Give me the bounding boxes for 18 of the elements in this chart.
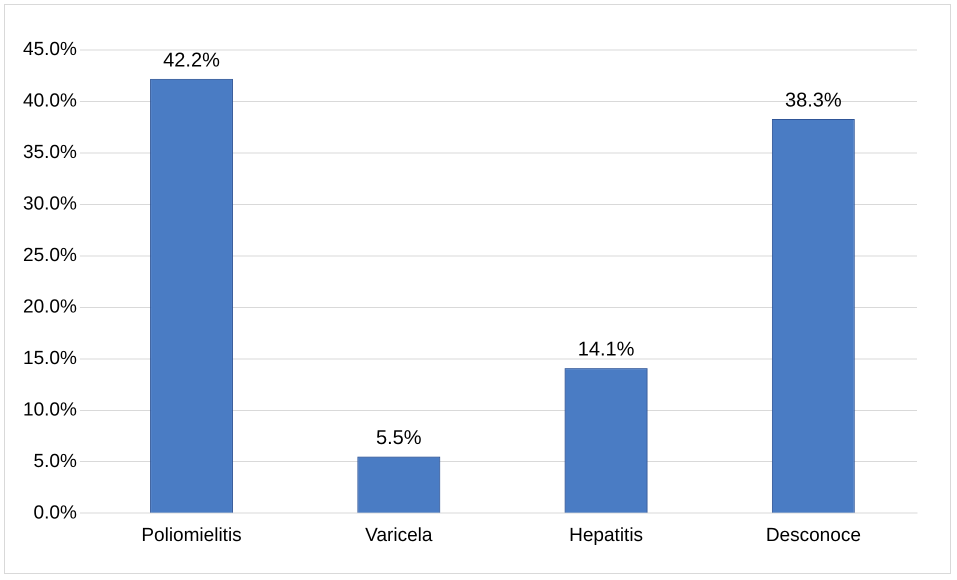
data-label: 14.1% — [578, 338, 635, 361]
data-label: 38.3% — [785, 89, 842, 112]
x-tick-label: Desconoce — [766, 524, 861, 546]
y-tick-label: 45.0% — [23, 39, 77, 60]
x-tick-label: Hepatitis — [569, 524, 644, 546]
data-label: 42.2% — [163, 49, 220, 72]
y-tick-label: 10.0% — [23, 400, 77, 420]
y-tick-label: 5.0% — [34, 450, 77, 472]
y-tick-label: 15.0% — [23, 348, 77, 370]
y-tick-label: 20.0% — [23, 296, 77, 318]
y-tick-label: 35.0% — [23, 142, 77, 164]
y-tick-label: 30.0% — [23, 194, 77, 215]
y-tick-label: 25.0% — [23, 245, 77, 266]
data-label: 5.5% — [376, 427, 422, 450]
x-tick-label: Poliomielitis — [141, 524, 242, 546]
y-tick-label: 0.0% — [34, 502, 77, 524]
x-tick-label: Varicela — [365, 524, 433, 546]
y-tick-label: 40.0% — [23, 90, 77, 112]
